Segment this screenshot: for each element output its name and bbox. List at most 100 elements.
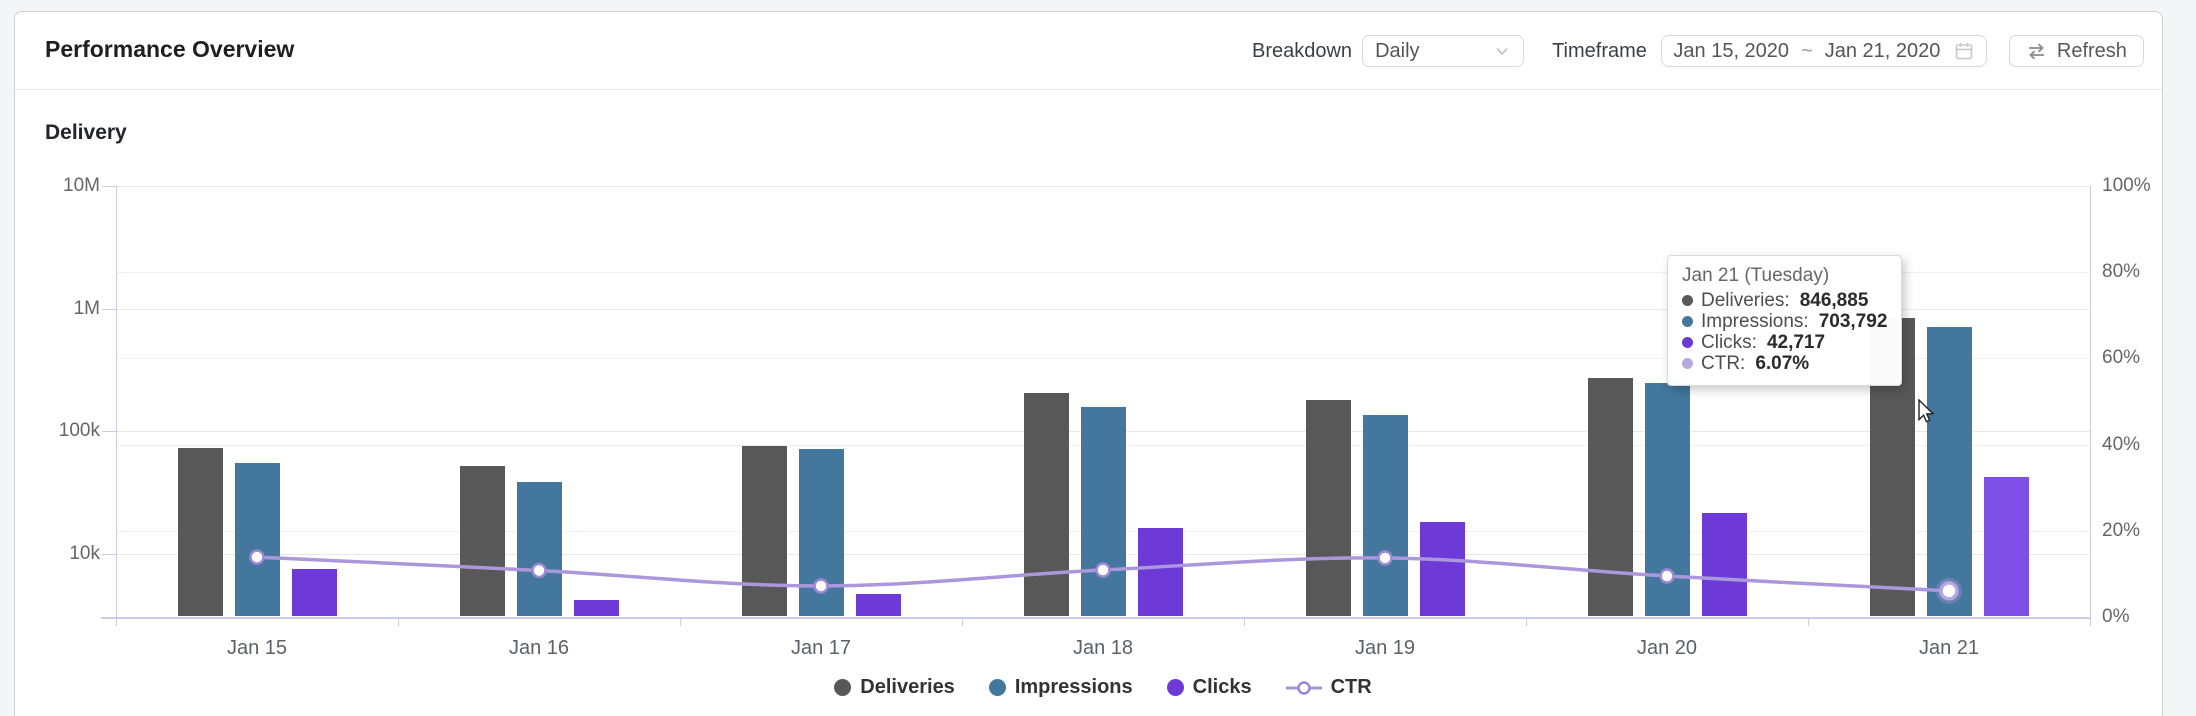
x-axis-tick	[1808, 617, 1809, 626]
clicks-bar[interactable]	[1983, 476, 2029, 616]
x-axis-label: Jan 16	[508, 637, 570, 659]
tooltip-row: Deliveries: 846,885	[1682, 290, 1887, 311]
tooltip-row-label: Impressions:	[1701, 311, 1809, 332]
date-start: Jan 15, 2020	[1673, 39, 1790, 62]
y-axis-label-left: 100k	[58, 420, 100, 442]
tooltip-row-label: CTR:	[1701, 353, 1746, 374]
clicks-bar[interactable]	[1701, 513, 1747, 616]
y-axis-tick	[102, 308, 116, 310]
impressions-bar[interactable]	[516, 481, 562, 616]
x-axis-tick	[962, 617, 963, 626]
tooltip-row-label: Clicks:	[1701, 332, 1757, 353]
page-title: Performance Overview	[45, 36, 295, 62]
deliveries-legend-dot-icon	[834, 679, 852, 696]
impressions-bar[interactable]	[1080, 407, 1126, 616]
breakdown-select[interactable]: Daily	[1362, 35, 1525, 67]
deliveries-bar[interactable]	[177, 448, 223, 616]
x-axis-label: Jan 21	[1918, 637, 1980, 659]
clicks-bar[interactable]	[1419, 521, 1465, 616]
timeframe-date-range[interactable]: Jan 15, 2020 ~ Jan 21, 2020	[1660, 35, 1987, 67]
x-axis-tick	[398, 617, 399, 626]
deliveries-bar[interactable]	[459, 466, 505, 616]
deliveries-bar[interactable]	[1023, 392, 1069, 616]
x-axis-label: Jan 15	[226, 637, 288, 659]
tooltip-row-value: 6.07%	[1755, 353, 1810, 374]
y-axis-label-left: 10k	[69, 543, 100, 565]
legend-item-clicks[interactable]: Clicks	[1166, 676, 1252, 699]
legend-label: CTR	[1330, 676, 1372, 698]
x-axis-tick	[2090, 617, 2091, 626]
tooltip-row: CTR: 6.07%	[1682, 353, 1887, 374]
tooltip-series-dot-icon	[1682, 316, 1693, 327]
refresh-button-label: Refresh	[2056, 39, 2127, 62]
y-axis-label-right: 40%	[2102, 433, 2141, 455]
impressions-bar[interactable]	[798, 448, 844, 616]
legend-item-impressions[interactable]: Impressions	[988, 676, 1133, 699]
legend-label: Impressions	[1014, 676, 1133, 698]
chevron-down-icon	[1493, 42, 1511, 60]
date-end: Jan 21, 2020	[1824, 39, 1941, 62]
tooltip-row-value: 703,792	[1818, 311, 1888, 332]
clicks-bar[interactable]	[1137, 528, 1183, 616]
refresh-icon	[2026, 41, 2047, 62]
y-axis-tick	[102, 186, 116, 187]
clicks-bar[interactable]	[573, 600, 619, 616]
impressions-bar[interactable]	[234, 463, 280, 616]
x-axis-label: Jan 18	[1072, 637, 1134, 659]
x-axis-tick	[1526, 617, 1527, 626]
x-axis-label: Jan 20	[1636, 637, 1698, 659]
deliveries-bar[interactable]	[1587, 378, 1633, 616]
calendar-icon	[1954, 41, 1974, 61]
legend-item-ctr[interactable]: CTR	[1285, 676, 1372, 699]
tooltip-row: Clicks: 42,717	[1682, 332, 1887, 353]
impressions-bar[interactable]	[1926, 327, 1972, 616]
card-header: Performance Overview Breakdown Daily Tim…	[15, 12, 2162, 90]
gridline-decade	[116, 308, 2090, 310]
y-axis-label-left: 10M	[63, 175, 100, 196]
legend-label: Clicks	[1192, 676, 1252, 698]
tooltip-series-dot-icon	[1682, 295, 1693, 306]
y-axis-tick	[102, 431, 116, 433]
timeframe-label: Timeframe	[1552, 39, 1647, 62]
legend-item-deliveries[interactable]: Deliveries	[834, 676, 955, 699]
y-axis-label-right: 100%	[2102, 175, 2151, 196]
y-axis-label-right: 80%	[2102, 261, 2141, 283]
tooltip-row-label: Deliveries:	[1701, 290, 1790, 311]
chart-tooltip: Jan 21 (Tuesday) Deliveries: 846,885 Impre…	[1667, 255, 1903, 386]
header-controls: Breakdown Daily Timeframe Jan 15, 2020 ~…	[1252, 35, 2144, 67]
impressions-bar[interactable]	[1362, 415, 1408, 616]
chart-legend: Deliveries Impressions Clicks CTR	[116, 676, 2090, 699]
y-axis-label-right: 0%	[2102, 606, 2130, 627]
clicks-bar[interactable]	[291, 568, 337, 616]
ctr-legend-marker-icon	[1285, 680, 1322, 695]
impressions-legend-dot-icon	[988, 679, 1006, 696]
x-axis-label: Jan 19	[1354, 637, 1416, 659]
clicks-legend-dot-icon	[1166, 679, 1184, 696]
gridline-decade	[116, 186, 2090, 187]
tooltip-row: Impressions: 703,792	[1682, 311, 1887, 332]
y-axis-tick	[102, 554, 116, 556]
deliveries-bar[interactable]	[1305, 400, 1351, 616]
clicks-bar[interactable]	[855, 594, 901, 616]
gridline-percent	[116, 272, 2090, 274]
x-axis-line	[101, 617, 2090, 619]
deliveries-bar[interactable]	[741, 446, 787, 616]
gridline-percent	[116, 358, 2090, 360]
tooltip-series-dot-icon	[1682, 358, 1693, 369]
section-title-delivery: Delivery	[45, 121, 127, 144]
breakdown-label: Breakdown	[1252, 39, 1353, 62]
breakdown-selected-value: Daily	[1375, 39, 1420, 62]
legend-label: Deliveries	[860, 676, 955, 698]
refresh-button[interactable]: Refresh	[2008, 35, 2144, 67]
y-axis-label-right: 60%	[2102, 347, 2141, 369]
date-separator: ~	[1801, 39, 1813, 62]
y-axis-label-right: 20%	[2102, 519, 2141, 541]
y-axis-right-line	[2090, 186, 2091, 617]
tooltip-series-dot-icon	[1682, 337, 1693, 348]
impressions-bar[interactable]	[1644, 383, 1690, 616]
tooltip-title: Jan 21 (Tuesday)	[1682, 265, 1830, 286]
mouse-cursor	[1917, 398, 1941, 430]
tooltip-row-value: 846,885	[1799, 290, 1869, 311]
